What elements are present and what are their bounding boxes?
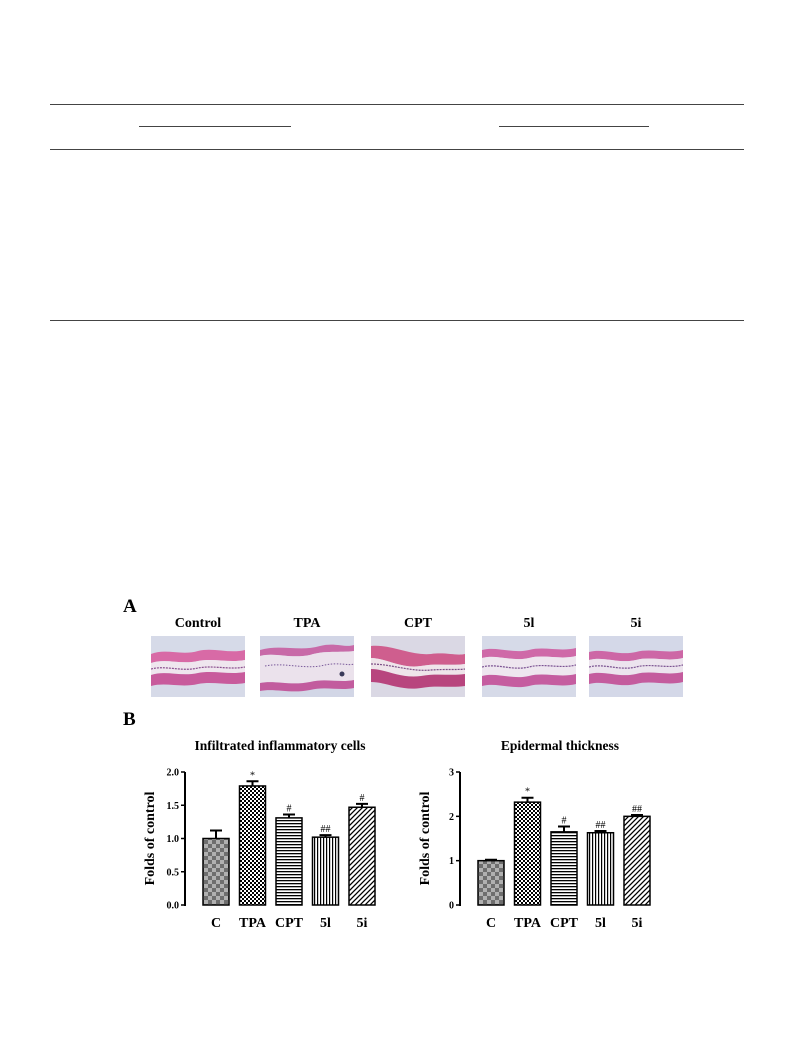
bar-CPT [550,831,578,906]
image-label-5i: 5i [630,616,642,631]
error-bar [356,802,368,808]
x-tick-label: CPT [275,916,304,931]
y-tick-label: 3 [449,768,454,779]
error-bar [319,834,332,838]
x-tick-label: C [486,916,496,931]
error-bar [283,813,295,818]
table-bottom-rule [50,320,744,321]
y-tick-label: 0.5 [167,867,180,878]
y-axis-label: Folds of control [418,791,433,885]
histology-image-5i [589,636,683,697]
y-tick-label: 2 [449,812,454,823]
y-tick-label: 1.0 [167,834,180,845]
bar-TPA [513,801,542,906]
y-tick-label: 1.5 [167,801,180,812]
table-header-subrule-left [139,126,291,127]
chart-title-inflammatory: Infiltrated inflammatory cells [194,738,366,753]
y-tick-label: 2.0 [167,768,180,779]
error-bar [210,829,222,839]
histology-image-control [151,636,245,697]
panel-a-letter: A [123,596,137,617]
significance-mark: * [525,787,530,798]
image-label-control: Control [174,616,222,631]
y-axis-label: Folds of control [143,791,158,885]
x-tick-label: TPA [239,916,267,931]
bar-5i [623,815,651,906]
table-header-rule [50,149,744,150]
histology-image-tpa [260,636,354,697]
error-bar [521,796,534,803]
y-tick-label: 0 [449,901,454,912]
bar-C [202,837,230,906]
x-tick-label: 5l [320,916,331,931]
x-tick-label: 5l [595,916,606,931]
significance-mark: ## [596,820,606,831]
significance-mark: ## [321,824,331,835]
significance-mark: # [287,804,292,815]
x-tick-label: TPA [514,916,542,931]
chart-title-epidermal: Epidermal thickness [500,738,620,753]
significance-mark: # [562,816,567,827]
error-bar [594,829,607,833]
y-tick-label: 0.0 [167,901,180,912]
bar-TPA [238,785,267,906]
x-tick-label: 5i [632,916,643,931]
histology-image-5l [482,636,576,697]
error-bar [485,858,497,861]
error-bar [558,825,570,832]
image-label-cpt: CPT [404,616,432,631]
bar-5l [311,836,340,906]
x-tick-label: C [211,916,221,931]
bar-C [477,859,505,906]
image-label-5l: 5l [523,616,535,631]
histology-image-cpt [371,636,465,697]
y-tick-label: 1 [449,856,454,867]
x-tick-label: 5i [357,916,368,931]
table-header-subrule-right [499,126,649,127]
error-bar [631,814,643,817]
x-tick-label: CPT [550,916,579,931]
bar-chart-inflammatory: Folds of control 0.0 0.5 1.0 1.5 2.0 C * TPA # CPT… [143,768,376,931]
panel-b-letter: B [123,709,136,730]
significance-mark: * [250,770,255,781]
significance-mark: ## [632,804,642,815]
significance-mark: # [360,793,365,804]
image-label-tpa: TPA [293,616,321,631]
bar-CPT [275,817,303,906]
bar-5l [586,831,615,906]
bar-5i [348,806,376,906]
table-top-rule [50,104,744,105]
error-bar [246,780,259,786]
bar-chart-epidermal: Folds of control 0 1 2 3 C * TPA # CPT ## 5l ## 5i [418,768,651,931]
